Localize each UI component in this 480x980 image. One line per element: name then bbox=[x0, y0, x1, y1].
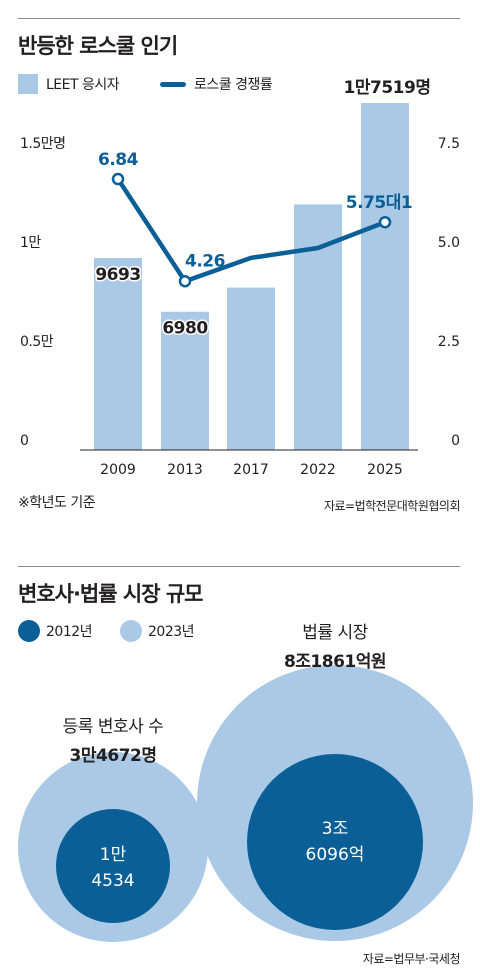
legend-bar-swatch bbox=[18, 74, 38, 94]
legend-2012-swatch bbox=[18, 620, 40, 642]
chart1-title: 반등한 로스쿨 인기 bbox=[18, 34, 178, 58]
left-tick-label: 1만 bbox=[20, 235, 41, 251]
legend-2023: 2023년 bbox=[120, 620, 195, 642]
legend-2023-label: 2023년 bbox=[148, 624, 195, 640]
line-data-label: 6.84 bbox=[98, 150, 139, 170]
right-tick-label: 0 bbox=[451, 433, 460, 449]
right-tick-label: 2.5 bbox=[438, 334, 460, 350]
bar bbox=[294, 204, 342, 450]
line-data-label: 5.75대1 bbox=[346, 193, 412, 213]
right-tick-label: 7.5 bbox=[438, 136, 460, 152]
bar-data-label: 9693 bbox=[95, 265, 140, 285]
market-2012-line1: 3조 bbox=[321, 819, 349, 839]
line-point bbox=[378, 215, 392, 229]
legend-bar: LEET 응시자 bbox=[18, 74, 120, 94]
legend-line-label: 로스쿨 경쟁률 bbox=[194, 77, 273, 93]
lawyers-2012-line2: 4534 bbox=[91, 871, 135, 891]
legend-bar-label: LEET 응시자 bbox=[46, 77, 120, 93]
x-tick-label: 2017 bbox=[233, 462, 269, 478]
left-tick-label: 0 bbox=[20, 433, 28, 449]
x-tick-label: 2013 bbox=[167, 462, 203, 478]
bar-data-label: 6980 bbox=[162, 319, 208, 339]
bar-data-label: 1만7519명 bbox=[344, 78, 431, 98]
bar bbox=[161, 311, 209, 450]
x-tick-label: 2022 bbox=[300, 462, 336, 478]
market-2012-circle bbox=[247, 754, 423, 930]
bar bbox=[227, 287, 275, 450]
lawyers-2023-value: 3만4672명 bbox=[69, 746, 157, 766]
legend-2012-label: 2012년 bbox=[46, 624, 93, 640]
lawyers-2012-circle bbox=[56, 809, 170, 923]
chart1-note: ※학년도 기준 bbox=[18, 495, 96, 511]
market-2012-line2: 6096억 bbox=[305, 845, 365, 865]
x-tick-label: 2025 bbox=[367, 462, 403, 478]
legend-2023-swatch bbox=[120, 620, 142, 642]
market-label: 법률 시장 8조1861억원 bbox=[235, 618, 435, 672]
legend-line: 로스쿨 경쟁률 bbox=[160, 74, 273, 94]
market-2012-value: 3조 6096억 bbox=[285, 816, 385, 868]
top-rule bbox=[18, 18, 460, 19]
bar bbox=[361, 103, 409, 450]
lawyers-2012-value: 1만 4534 bbox=[63, 842, 163, 894]
section-rule bbox=[18, 566, 460, 567]
line-point bbox=[178, 275, 192, 288]
chart1-source: 자료=법학전문대학원협의회 bbox=[323, 499, 461, 513]
bar bbox=[94, 258, 142, 450]
line-point bbox=[111, 172, 125, 186]
right-tick-label: 5.0 bbox=[438, 235, 460, 251]
chart2-title: 변호사·법률 시장 규모 bbox=[18, 582, 203, 606]
lawyers-label: 등록 변호사 수 3만4672명 bbox=[13, 712, 213, 766]
lawyers-2012-line1: 1만 bbox=[99, 845, 127, 865]
market-2023-value: 8조1861억원 bbox=[283, 652, 387, 672]
market-name: 법률 시장 bbox=[302, 623, 368, 643]
combo-chart: 0 0.5만 1만 1.5만명 0 2.5 5.0 7.5 2009 2013 2017 2022 20… bbox=[20, 78, 460, 478]
left-tick-label: 0.5만 bbox=[20, 334, 54, 350]
legend-2012: 2012년 bbox=[18, 620, 93, 642]
left-tick-label: 1.5만명 bbox=[20, 136, 66, 152]
line-data-label: 4.26 bbox=[185, 251, 225, 271]
x-tick-label: 2009 bbox=[100, 462, 136, 478]
legend-line-swatch bbox=[160, 81, 186, 87]
chart2-source: 자료=법무부·국세청 bbox=[362, 952, 461, 966]
line-series bbox=[115, 176, 388, 284]
lawyers-name: 등록 변호사 수 bbox=[62, 717, 164, 737]
